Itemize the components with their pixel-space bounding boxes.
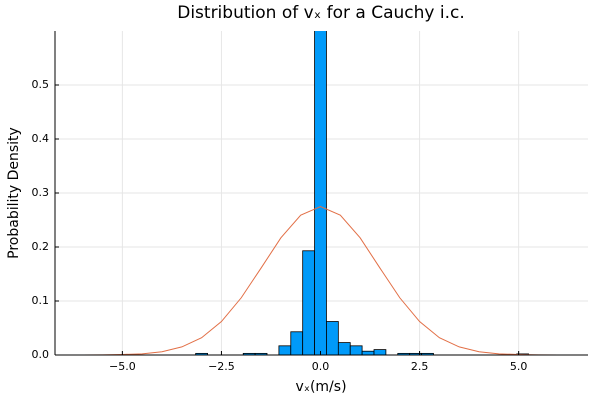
bar [302, 250, 315, 355]
bar [278, 345, 292, 355]
x-tick-label: −5.0 [109, 360, 136, 373]
bar [373, 349, 387, 355]
bar [326, 321, 339, 355]
bar [314, 31, 327, 355]
x-tick-label: 0.0 [312, 360, 330, 373]
bar [195, 352, 208, 355]
y-tick-label: 0.1 [32, 294, 50, 307]
bar [254, 352, 268, 355]
bar [349, 345, 363, 355]
x-tick-label: 2.5 [411, 360, 429, 373]
y-tick-label: 0.4 [32, 132, 50, 145]
plot-area [62, 31, 579, 355]
x-axis-label: vₓ(m/s) [295, 379, 346, 395]
y-tick-label: 0.3 [32, 186, 50, 199]
y-tick-label: 0.0 [32, 348, 50, 361]
x-tick-label: −2.5 [208, 360, 235, 373]
bar [361, 350, 375, 355]
y-tick-label: 0.2 [32, 240, 50, 253]
x-tick-label: 5.0 [510, 360, 528, 373]
bar [421, 352, 434, 355]
chart-title: Distribution of vₓ for a Cauchy i.c. [177, 3, 465, 23]
density-curve [62, 205, 579, 355]
y-tick-label: 0.5 [32, 78, 50, 91]
bar [337, 342, 351, 355]
y-axis-label: Probability Density [6, 127, 22, 259]
bar [290, 331, 304, 355]
